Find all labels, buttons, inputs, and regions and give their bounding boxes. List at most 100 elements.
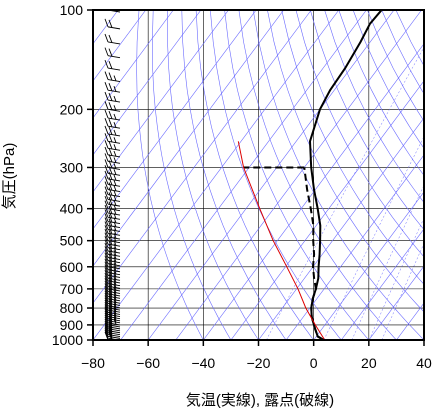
isotherm [285,154,424,340]
wind-barb [107,232,121,236]
wind-barb-flag [113,199,117,206]
wind-barb-flag [104,133,109,142]
wind-barb-flag [104,47,109,56]
x-tick-label: −20 [247,355,271,371]
wind-barb-flag [107,10,108,11]
wind-barb [107,236,121,240]
wind-barb-flag [104,261,109,270]
dry-adiabat [395,10,424,67]
dry-adiabat [238,10,397,340]
wind-barb-flag [104,140,109,149]
wind-barb-flag [108,72,113,81]
wind-barb [107,133,121,137]
wind-barb [107,290,121,294]
wind-barb [107,41,121,45]
wind-barb [107,280,121,284]
wind-barb [107,260,121,264]
mixing-ratio-line [266,46,424,340]
dry-adiabat [267,10,424,313]
wind-barb-flag [108,177,113,186]
wind-barb [107,269,121,273]
wind-barb-flag [104,316,109,326]
y-tick-label: 900 [60,317,84,333]
wind-barb-flag [104,297,109,306]
wind-barb-flag [108,307,113,316]
wind-barb [107,225,121,229]
x-tick-label: −80 [81,355,105,371]
wind-barb-flag [104,195,109,205]
y-tick-label: 500 [60,233,84,249]
dry-adiabat [224,10,370,340]
y-tick-label: 300 [60,159,84,175]
wind-barb [107,309,121,313]
x-tick-label: 40 [416,355,432,371]
wind-barb [107,178,121,182]
x-axis-title: 気温(実線), 露点(破線) [186,392,334,409]
wind-barb-flag [113,240,117,246]
wind-barb-flag [104,33,109,43]
wind-barb-flag [108,201,113,210]
wind-barb-flag [108,83,113,92]
wind-barb-flag [108,276,113,285]
wind-barb [107,26,121,30]
wind-barb-flag [104,176,109,185]
wind-barb-flag [108,281,113,290]
wind-barb [107,332,121,336]
wind-barb-flag [108,60,113,69]
wind-barb-flag [108,289,113,298]
wind-barb-flag [108,286,113,295]
wind-barb-flag [113,185,117,192]
wind-barb-flag [108,134,113,143]
chart-grid [93,10,424,340]
wind-barb [107,320,121,324]
wind-barb-flag [108,205,113,214]
wind-barb-flag [104,239,109,248]
wind-barb-flag [108,19,113,28]
wind-barb [107,263,121,267]
isotherm [93,10,202,156]
wind-barb [107,277,121,281]
wind-barb-flag [108,296,113,305]
wind-barb-flag [104,255,109,264]
wind-barb-flag [113,195,117,201]
wind-barb-flag [104,310,109,319]
wind-barb-flag [104,292,109,302]
y-tick-label: 700 [60,281,84,297]
y-tick-label: 200 [60,101,84,117]
x-tick-label: −60 [136,355,160,371]
wind-barb [107,330,121,334]
wind-barb [107,183,121,187]
wind-barb [107,298,121,302]
wind-barb-flag [108,218,113,227]
wind-barb-flag [113,246,117,253]
isotherm [341,228,424,340]
wind-barb-flag [104,217,109,226]
wind-barb-flag [104,314,109,324]
wind-barb-flag [104,71,109,80]
wind-barb [107,125,121,129]
wind-barb-flag [104,258,109,267]
mixing-ratio-line [323,136,424,340]
wind-barb-flag [104,246,109,255]
dry-adiabat [252,10,424,340]
wind-barb-flag [104,304,109,313]
isotherm [230,80,424,340]
wind-barb-flag [104,331,109,340]
wind-barb-flag [104,59,109,69]
wind-barb-flag [113,169,117,175]
wind-barb-flag [104,165,109,174]
isotherm [93,10,229,193]
wind-barb-flag [104,320,109,329]
wind-barb-flag [104,264,109,273]
y-tick-label: 800 [60,300,84,316]
wind-barb [107,318,121,322]
wind-barb-flag [113,253,117,259]
wind-barb-flag [113,105,117,111]
wind-barb-flag [104,101,109,110]
wind-barb-flag [104,318,109,328]
wind-barb-flag [104,322,109,331]
wind-barb-flag [104,200,109,209]
dry-adiabat [310,10,424,231]
wind-barb-flag [104,91,109,101]
